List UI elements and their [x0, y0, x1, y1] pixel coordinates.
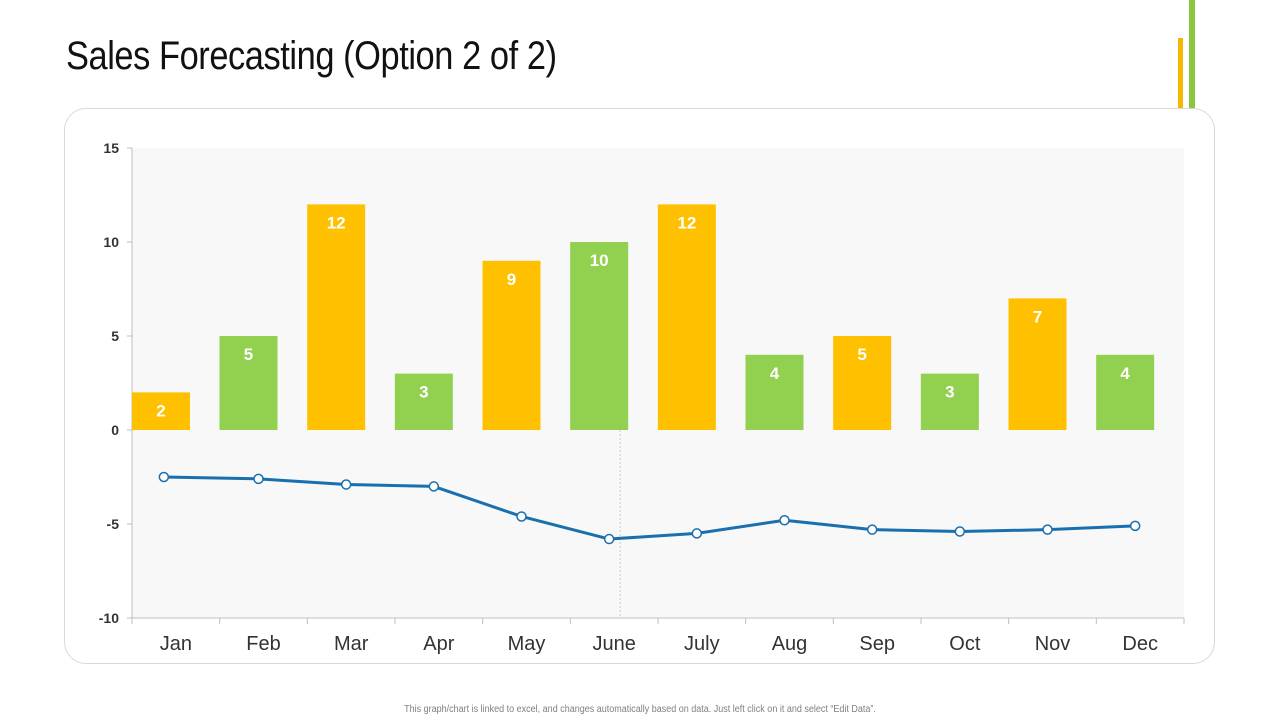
trend-point-mar[interactable]	[340, 479, 352, 490]
bar-aug[interactable]	[745, 354, 804, 430]
bar-value-label: 3	[945, 383, 954, 402]
x-tick-label: Apr	[423, 633, 454, 655]
bar-value-label: 5	[857, 345, 866, 364]
bar-value-label: 5	[244, 345, 253, 364]
x-tick-label: Dec	[1122, 633, 1158, 655]
x-tick-label: July	[684, 633, 720, 655]
trend-line[interactable]	[163, 475, 1136, 541]
bar-value-label: 9	[507, 270, 516, 289]
x-tick-label: Feb	[246, 633, 280, 655]
bar-value-label: 10	[590, 251, 609, 270]
bar-value-label: 3	[419, 383, 428, 402]
bar-value-label: 4	[1120, 364, 1130, 383]
bar-value-label: 12	[677, 213, 696, 232]
trend-point-may[interactable]	[516, 511, 527, 522]
bar-june[interactable]	[570, 242, 629, 430]
trend-point-feb[interactable]	[253, 473, 264, 485]
x-tick-label: Jan	[160, 633, 192, 655]
bar-oct[interactable]	[920, 373, 979, 430]
trend-point-july[interactable]	[691, 528, 703, 539]
x-tick-label: Aug	[772, 633, 808, 655]
y-tick-label: -5	[107, 516, 120, 532]
bar-value-label: 12	[327, 213, 346, 232]
bar-value-label: 7	[1033, 307, 1042, 326]
trend-point-oct[interactable]	[954, 526, 966, 537]
bar-jan[interactable]	[132, 392, 190, 430]
y-tick-label: 0	[111, 422, 119, 438]
y-tick-label: 15	[103, 140, 119, 156]
trend-point-apr[interactable]	[428, 481, 440, 492]
bar-apr[interactable]	[394, 373, 453, 430]
bar-may[interactable]	[482, 260, 541, 430]
bar-value-label: 4	[770, 364, 780, 383]
trend-point-aug[interactable]	[779, 514, 790, 526]
x-tick-label: May	[508, 633, 546, 655]
bar-dec[interactable]	[1096, 354, 1155, 430]
y-tick-label: 5	[111, 328, 119, 344]
x-tick-label: Mar	[334, 633, 369, 655]
bar-mar[interactable]	[307, 204, 366, 430]
trend-point-june[interactable]	[603, 533, 615, 545]
trend-point-sep[interactable]	[866, 524, 878, 535]
trend-point-jan[interactable]	[158, 471, 170, 483]
footnote: This graph/chart is linked to excel, and…	[404, 704, 876, 715]
x-tick-label: Nov	[1035, 633, 1071, 655]
bar-value-label: 2	[156, 401, 165, 420]
trend-point-dec[interactable]	[1129, 520, 1141, 532]
x-tick-label: Oct	[949, 633, 981, 655]
x-tick-label: Sep	[859, 633, 895, 655]
bar-july[interactable]	[657, 204, 716, 430]
accent-bar-green	[1189, 0, 1195, 184]
bar-sep[interactable]	[833, 336, 892, 430]
trend-point-nov[interactable]	[1042, 524, 1053, 535]
x-tick-label: June	[592, 633, 635, 655]
bar-feb[interactable]	[219, 336, 278, 430]
bar-nov[interactable]	[1008, 298, 1067, 430]
page-title: Sales Forecasting (Option 2 of 2)	[66, 34, 557, 78]
y-tick-label: -10	[99, 610, 119, 626]
y-tick-label: 10	[103, 234, 119, 250]
